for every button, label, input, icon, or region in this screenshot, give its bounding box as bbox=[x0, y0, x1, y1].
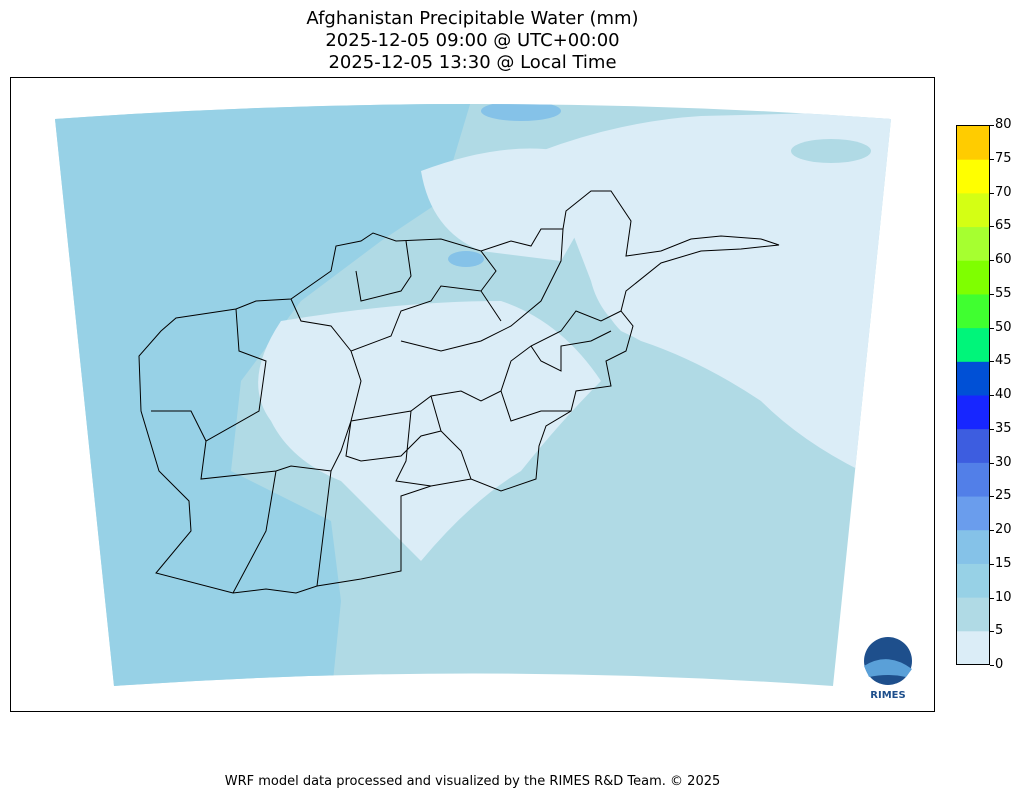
colorbar-tick-mark bbox=[990, 496, 994, 498]
colorbar-tick-mark bbox=[990, 563, 994, 565]
colorbar-segment bbox=[956, 395, 990, 430]
colorbar-segment bbox=[956, 428, 990, 463]
colorbar-tick-mark bbox=[990, 361, 994, 363]
field-0-5-center bbox=[258, 301, 601, 561]
field-10-15-west bbox=[55, 104, 471, 686]
colorbar-tick-label: 80 bbox=[995, 117, 1012, 132]
footer-credit: WRF model data processed and visualized … bbox=[224, 774, 721, 789]
field-15-20-patch bbox=[448, 251, 484, 267]
colorbar-segment bbox=[956, 293, 990, 329]
colorbar-tick-label: 70 bbox=[995, 184, 1012, 200]
colorbar-tick-label: 30 bbox=[995, 454, 1012, 470]
country-border bbox=[138, 190, 780, 594]
colorbar-segment bbox=[956, 192, 990, 228]
colorbar-segment bbox=[956, 125, 990, 160]
colorbar-segment bbox=[956, 496, 990, 531]
colorbar-segment bbox=[956, 462, 990, 497]
colorbar-segment bbox=[956, 361, 990, 396]
colorbar-tick-label: 5 bbox=[995, 623, 1004, 639]
colorbar-segment bbox=[956, 159, 990, 194]
colorbar-tick-label: 15 bbox=[995, 555, 1012, 571]
local-time: 2025-12-05 13:30 @ Local Time bbox=[328, 52, 617, 73]
colorbar-tick-mark bbox=[990, 260, 994, 261]
colorbar-tick-mark bbox=[990, 158, 994, 160]
colorbar-tick-label: 55 bbox=[995, 285, 1012, 301]
colorbar-tick-label: 75 bbox=[995, 150, 1012, 166]
colorbar-segment bbox=[956, 226, 990, 261]
colorbar-tick-mark bbox=[990, 462, 994, 464]
field-5-10-ne-patch bbox=[791, 139, 871, 163]
utc-time: 2025-12-05 09:00 @ UTC+00:00 bbox=[325, 30, 620, 51]
colorbar-tick-label: 60 bbox=[995, 252, 1012, 267]
colorbar bbox=[956, 125, 990, 665]
colorbar-tick-mark bbox=[990, 226, 994, 228]
colorbar-tick-label: 45 bbox=[995, 353, 1012, 369]
province-lines bbox=[151, 228, 622, 594]
precipitable-water-map: RIMES bbox=[55, 104, 918, 701]
colorbar-segment bbox=[956, 327, 990, 362]
rimes-logo: RIMES bbox=[858, 633, 918, 701]
colorbar-tick-mark bbox=[990, 192, 994, 194]
colorbar-tick-label: 10 bbox=[995, 589, 1012, 605]
colorbar-tick-mark bbox=[990, 597, 994, 599]
colorbar-border bbox=[956, 125, 990, 665]
colorbar-tick-label: 25 bbox=[995, 488, 1012, 504]
colorbar-tick-label: 65 bbox=[995, 218, 1012, 234]
map-title: Afghanistan Precipitable Water (mm) bbox=[306, 8, 639, 29]
colorbar-tick-label: 40 bbox=[995, 387, 1012, 402]
colorbar-tick-label: 35 bbox=[995, 420, 1012, 436]
colorbar-tick-mark bbox=[990, 293, 994, 295]
colorbar-segment bbox=[956, 630, 990, 665]
colorbar-tick-mark bbox=[990, 631, 994, 633]
afghanistan-provinces bbox=[138, 190, 780, 594]
field-0-5-ne bbox=[591, 241, 775, 361]
logo-text: RIMES bbox=[870, 690, 905, 701]
colorbar-segment bbox=[956, 563, 990, 598]
field-15-20-patch-2 bbox=[481, 104, 561, 121]
colorbar-tick-label: 0 bbox=[995, 657, 1004, 672]
colorbar-tick-label: 50 bbox=[995, 319, 1012, 335]
colorbar-tick-mark bbox=[990, 327, 994, 329]
map-frame: RIMES bbox=[10, 77, 935, 712]
colorbar-tick-mark bbox=[990, 125, 994, 126]
colorbar-segment bbox=[956, 260, 990, 295]
colorbar-tick-label: 20 bbox=[995, 522, 1012, 537]
colorbar-tick-mark bbox=[990, 665, 994, 666]
field-0-5-north bbox=[421, 148, 601, 261]
colorbar-segment bbox=[956, 597, 990, 632]
colorbar-segment bbox=[956, 529, 990, 564]
colorbar-tick-mark bbox=[990, 428, 994, 430]
colorbar-tick-mark bbox=[990, 395, 994, 396]
colorbar-tick-mark bbox=[990, 530, 994, 531]
